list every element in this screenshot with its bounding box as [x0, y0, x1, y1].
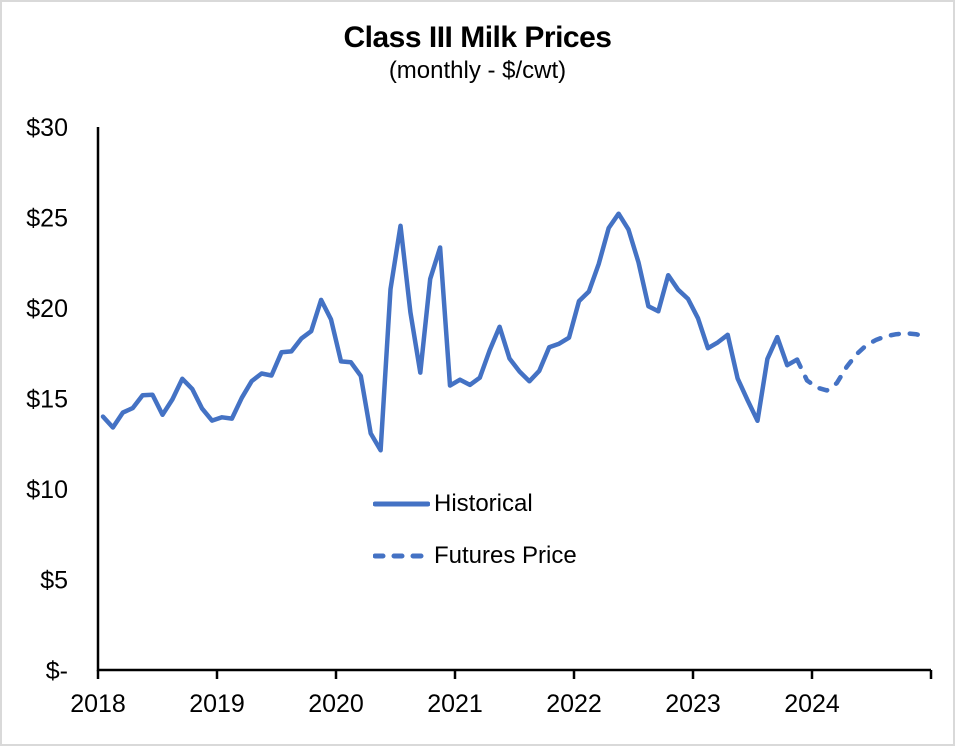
chart-header: Class III Milk Prices (monthly - $/cwt) [2, 20, 953, 86]
x-axis-tick-label: 2023 [665, 690, 721, 718]
chart-subtitle: (monthly - $/cwt) [388, 57, 567, 84]
futures-line-swatch [373, 553, 430, 559]
y-axis-tick-label: $5 [40, 567, 68, 595]
x-axis-tick-label: 2022 [546, 690, 602, 718]
legend-item-historical: Historical [373, 490, 577, 518]
y-axis-tick-label: $- [46, 657, 68, 685]
x-axis-tick-label: 2019 [189, 690, 245, 718]
historical-line-swatch [373, 501, 430, 507]
axis-lines [96, 127, 931, 672]
legend-label-historical: Historical [434, 490, 533, 517]
x-axis-tick-label: 2024 [784, 690, 840, 718]
y-axis-tick-label: $20 [26, 295, 68, 323]
chart-legend: Historical Futures Price [373, 490, 577, 570]
chart-title: Class III Milk Prices [343, 21, 612, 54]
y-axis-tick-label: $25 [26, 205, 68, 233]
legend-item-futures: Futures Price [373, 542, 577, 570]
x-axis-tick-label: 2021 [427, 690, 483, 718]
y-axis-tick-label: $10 [26, 476, 68, 504]
historical-line [100, 211, 800, 453]
legend-label-futures: Futures Price [434, 542, 577, 569]
x-axis-tick-label: 2020 [308, 690, 364, 718]
y-axis-tick-label: $15 [26, 386, 68, 414]
x-axis-tick-label: 2018 [70, 690, 126, 718]
futures-price-line [794, 331, 929, 393]
y-axis-tick-label: $30 [26, 114, 68, 142]
